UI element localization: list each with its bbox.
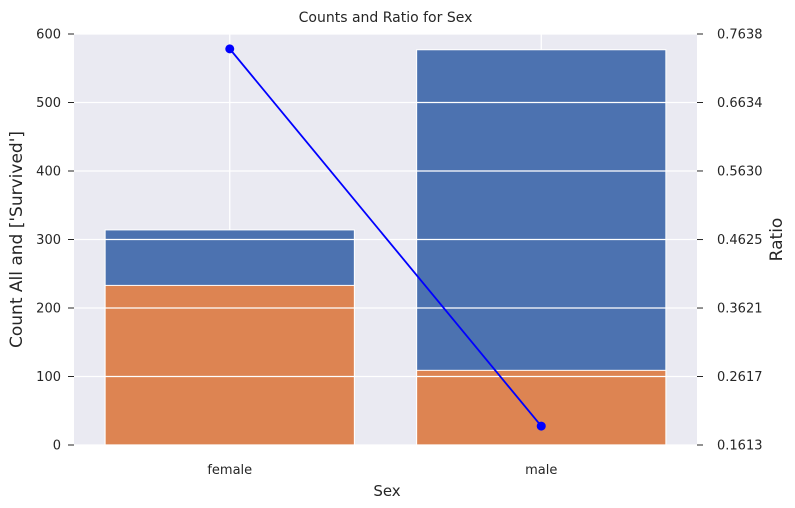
y-tick-label: 600 xyxy=(36,28,61,43)
y-tick-label: 300 xyxy=(36,233,61,248)
y2-axis-title: Ratio xyxy=(767,218,787,262)
y2-tick-label: 0.1613 xyxy=(717,439,763,454)
y-tick-label: 400 xyxy=(36,165,61,180)
bars xyxy=(104,49,667,446)
bar xyxy=(416,369,667,446)
ratio-line xyxy=(74,33,697,446)
ratio-point xyxy=(225,44,235,54)
y2-tick-label: 0.4625 xyxy=(717,233,763,248)
y2-tick-label: 0.6634 xyxy=(717,96,763,111)
axes: 0 100 200 300 400 500 600 0.1613 0.2617 0.3621 0.4… xyxy=(36,28,762,479)
y-tick-label: 500 xyxy=(36,96,61,111)
chart-title: Counts and Ratio for Sex xyxy=(299,10,473,26)
ratio-line-path xyxy=(229,48,542,427)
x-axis-title: Sex xyxy=(373,482,400,500)
y-tick-label: 200 xyxy=(36,302,61,317)
ratio-point xyxy=(536,421,546,431)
y-tick-label: 100 xyxy=(36,370,61,385)
y2-tick-label: 0.2617 xyxy=(717,370,763,385)
y2-tick-label: 0.3621 xyxy=(717,302,763,317)
bar xyxy=(104,284,355,446)
x-tick-label: female xyxy=(207,463,252,478)
y-axis-title: Count All and ['Survived'] xyxy=(7,131,27,348)
y2-tick-label: 0.5630 xyxy=(717,164,763,179)
x-tick-label: male xyxy=(525,463,557,478)
y-tick-label: 0 xyxy=(53,439,61,454)
y2-tick-label: 0.7638 xyxy=(717,28,763,43)
